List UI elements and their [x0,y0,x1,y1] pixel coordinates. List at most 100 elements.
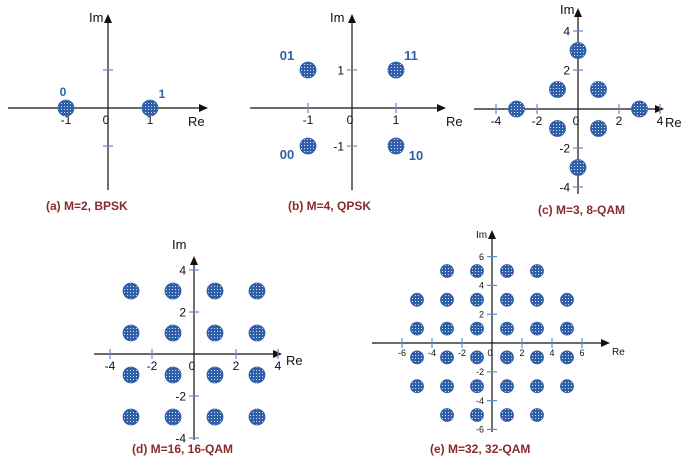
x-tick-label: 0 [347,113,354,127]
y-tick-label: -6 [476,425,484,435]
constellation-point [470,292,484,307]
constellation-point [387,61,405,79]
x-tick-label: 1 [393,113,400,127]
y-tick-label: -2 [175,389,186,403]
constellation-point [530,321,544,336]
y-tick-label: -1 [333,139,344,153]
x-tick-label: -4 [491,114,502,128]
constellation-point [410,321,424,336]
x-tick-label: 4 [657,114,664,128]
constellation-point [560,379,574,394]
x-tick-label: 4 [275,359,282,373]
constellation-point [122,408,140,426]
constellation-point [569,159,587,176]
constellation-point [500,321,514,336]
constellation-point [164,366,182,384]
constellation-point [248,324,266,342]
constellation-point [299,61,317,79]
constellation-point [560,321,574,336]
constellation-point [440,264,454,278]
constellation-point [410,350,424,365]
y-tick-label: 2 [479,309,484,319]
constellation-point [387,137,405,155]
constellation-point [530,264,544,278]
x-tick-label: 2 [233,359,240,373]
constellation-point [560,292,574,307]
constellation-point [440,408,454,422]
panel-caption: (e) M=32, 32-QAM [430,442,530,456]
panel-a-bpsk: Re Im -1 0 1 0 1 (a) M=2, BPSK [8,10,208,213]
y-tick-label: -2 [476,367,484,377]
x-tick-label: 0 [189,359,196,373]
y-tick-label: 2 [563,63,570,77]
x-axis-label: Re [446,114,463,129]
y-axis-arrow-icon [104,14,112,23]
y-axis-arrow-icon [190,256,198,265]
constellation-point [206,282,224,300]
y-tick-label: -4 [175,431,186,445]
panel-caption: (c) M=3, 8-QAM [538,203,625,217]
constellation-point [440,379,454,394]
y-axis-arrow-icon [488,230,496,239]
y-axis-label: Im [560,2,574,17]
constellation-point [248,408,266,426]
x-tick-label: -2 [532,114,543,128]
constellation-point [122,324,140,342]
x-tick-label: -4 [105,359,116,373]
constellation-point [500,408,514,422]
x-axis-label: Re [665,115,682,130]
x-tick-label: 0 [103,113,110,127]
constellation-point [164,324,182,342]
constellation-point [569,42,587,59]
x-tick-label: -2 [458,348,466,358]
constellation-point [530,379,544,394]
constellation-point [410,379,424,394]
panel-caption: (d) M=16, 16-QAM [132,442,233,456]
constellation-point [206,366,224,384]
constellation-point [470,264,484,278]
constellation-point [440,350,454,365]
constellation-point [470,350,484,365]
constellation-point [470,321,484,336]
constellation-point [440,292,454,307]
point-bit-label: 10 [409,148,423,163]
y-tick-label: 1 [337,63,344,77]
y-tick-label: 4 [563,24,570,38]
constellation-point [500,350,514,365]
x-tick-label: 0 [573,114,580,128]
y-tick-label: 2 [179,305,186,319]
x-tick-label: -1 [303,113,314,127]
y-tick-label: 4 [179,263,186,277]
constellation-point [631,100,648,118]
constellation-point [141,99,159,117]
panel-caption: (b) M=4, QPSK [288,199,371,213]
constellation-point [164,408,182,426]
constellation-point [590,81,607,98]
constellation-point [410,292,424,307]
constellation-point [549,81,566,98]
x-axis-arrow-icon [199,104,208,112]
x-tick-label: 2 [519,348,524,358]
x-axis-label: Re [286,353,303,368]
x-tick-label: 1 [147,113,154,127]
constellation-point [57,99,75,117]
constellation-point [299,137,317,155]
x-axis-label: Re [188,114,205,129]
constellation-point [248,282,266,300]
constellation-point [530,350,544,365]
constellation-point [470,379,484,394]
constellation-point [206,324,224,342]
y-axis-label: Im [89,10,103,25]
x-axis-arrow-icon [437,104,446,112]
point-bit-label: 1 [159,87,166,101]
y-axis-label: Im [476,230,487,241]
constellation-point [122,282,140,300]
constellation-point [590,120,607,137]
y-tick-label: -4 [476,396,484,406]
point-bit-label: 01 [280,48,294,63]
y-tick-label: 4 [479,281,484,291]
